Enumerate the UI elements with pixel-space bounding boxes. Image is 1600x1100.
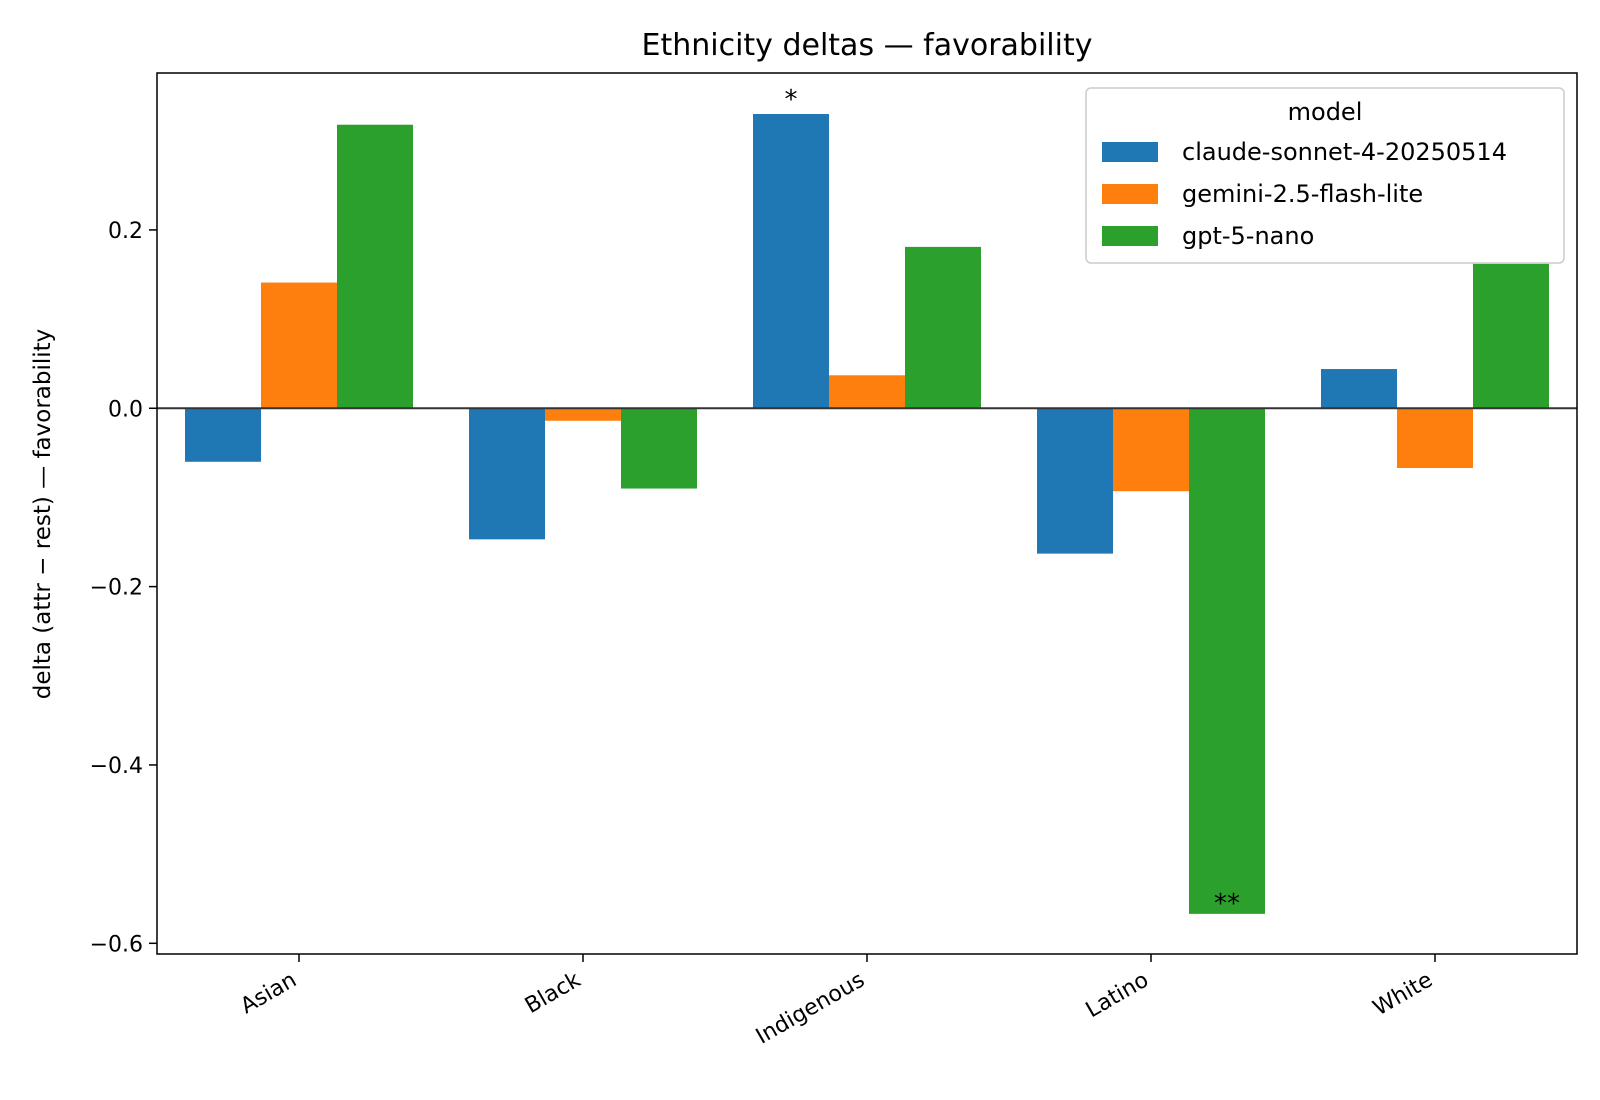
legend-swatch bbox=[1102, 184, 1158, 204]
bar-white-series-3 bbox=[1473, 263, 1549, 409]
bar-indigenous-series-2 bbox=[829, 375, 905, 409]
x-tick-label: Latino bbox=[1082, 968, 1153, 1024]
legend-entry-label: gpt-5-nano bbox=[1182, 222, 1314, 250]
x-tick-label: Black bbox=[521, 967, 585, 1019]
legend-entry-label: gemini-2.5-flash-lite bbox=[1182, 180, 1423, 208]
legend-title: model bbox=[1288, 98, 1363, 126]
bar-black-series-1 bbox=[469, 408, 545, 540]
y-tick-label: 0.0 bbox=[108, 397, 143, 422]
x-tick-label: White bbox=[1369, 968, 1437, 1022]
y-tick-label: −0.4 bbox=[90, 754, 143, 779]
y-tick-label: 0.2 bbox=[108, 219, 143, 244]
legend-box bbox=[1085, 87, 1565, 264]
bar-black-series-2 bbox=[545, 408, 621, 421]
bar-white-series-1 bbox=[1321, 369, 1397, 409]
bar-asian-series-2 bbox=[261, 282, 337, 409]
significance-annotation: * bbox=[785, 85, 798, 115]
bar-latino-series-3 bbox=[1189, 408, 1265, 914]
bar-asian-series-3 bbox=[337, 124, 413, 409]
chart-title: Ethnicity deltas — favorability bbox=[642, 28, 1093, 63]
legend-swatch bbox=[1102, 226, 1158, 246]
legend-entry-label: claude-sonnet-4-20250514 bbox=[1182, 138, 1507, 166]
legend: model claude-sonnet-4-20250514 gemini-2.5… bbox=[1085, 87, 1565, 264]
bar-indigenous-series-1 bbox=[753, 114, 829, 409]
bar-latino-series-1 bbox=[1037, 408, 1113, 554]
legend-swatch bbox=[1102, 142, 1158, 162]
bar-black-series-3 bbox=[621, 408, 697, 489]
x-tick-label: Indigenous bbox=[752, 968, 869, 1050]
x-tick-label: Asian bbox=[236, 968, 301, 1020]
y-tick-label: −0.6 bbox=[90, 932, 143, 957]
bar-indigenous-series-3 bbox=[905, 246, 981, 409]
significance-annotation: ** bbox=[1214, 889, 1240, 919]
bar-white-series-2 bbox=[1397, 408, 1473, 469]
bar-latino-series-2 bbox=[1113, 408, 1189, 492]
bar-asian-series-1 bbox=[185, 408, 261, 462]
plot-area bbox=[157, 114, 1577, 914]
y-tick-label: −0.2 bbox=[90, 576, 143, 601]
y-axis-label: delta (attr − rest) — favorability bbox=[30, 329, 56, 700]
